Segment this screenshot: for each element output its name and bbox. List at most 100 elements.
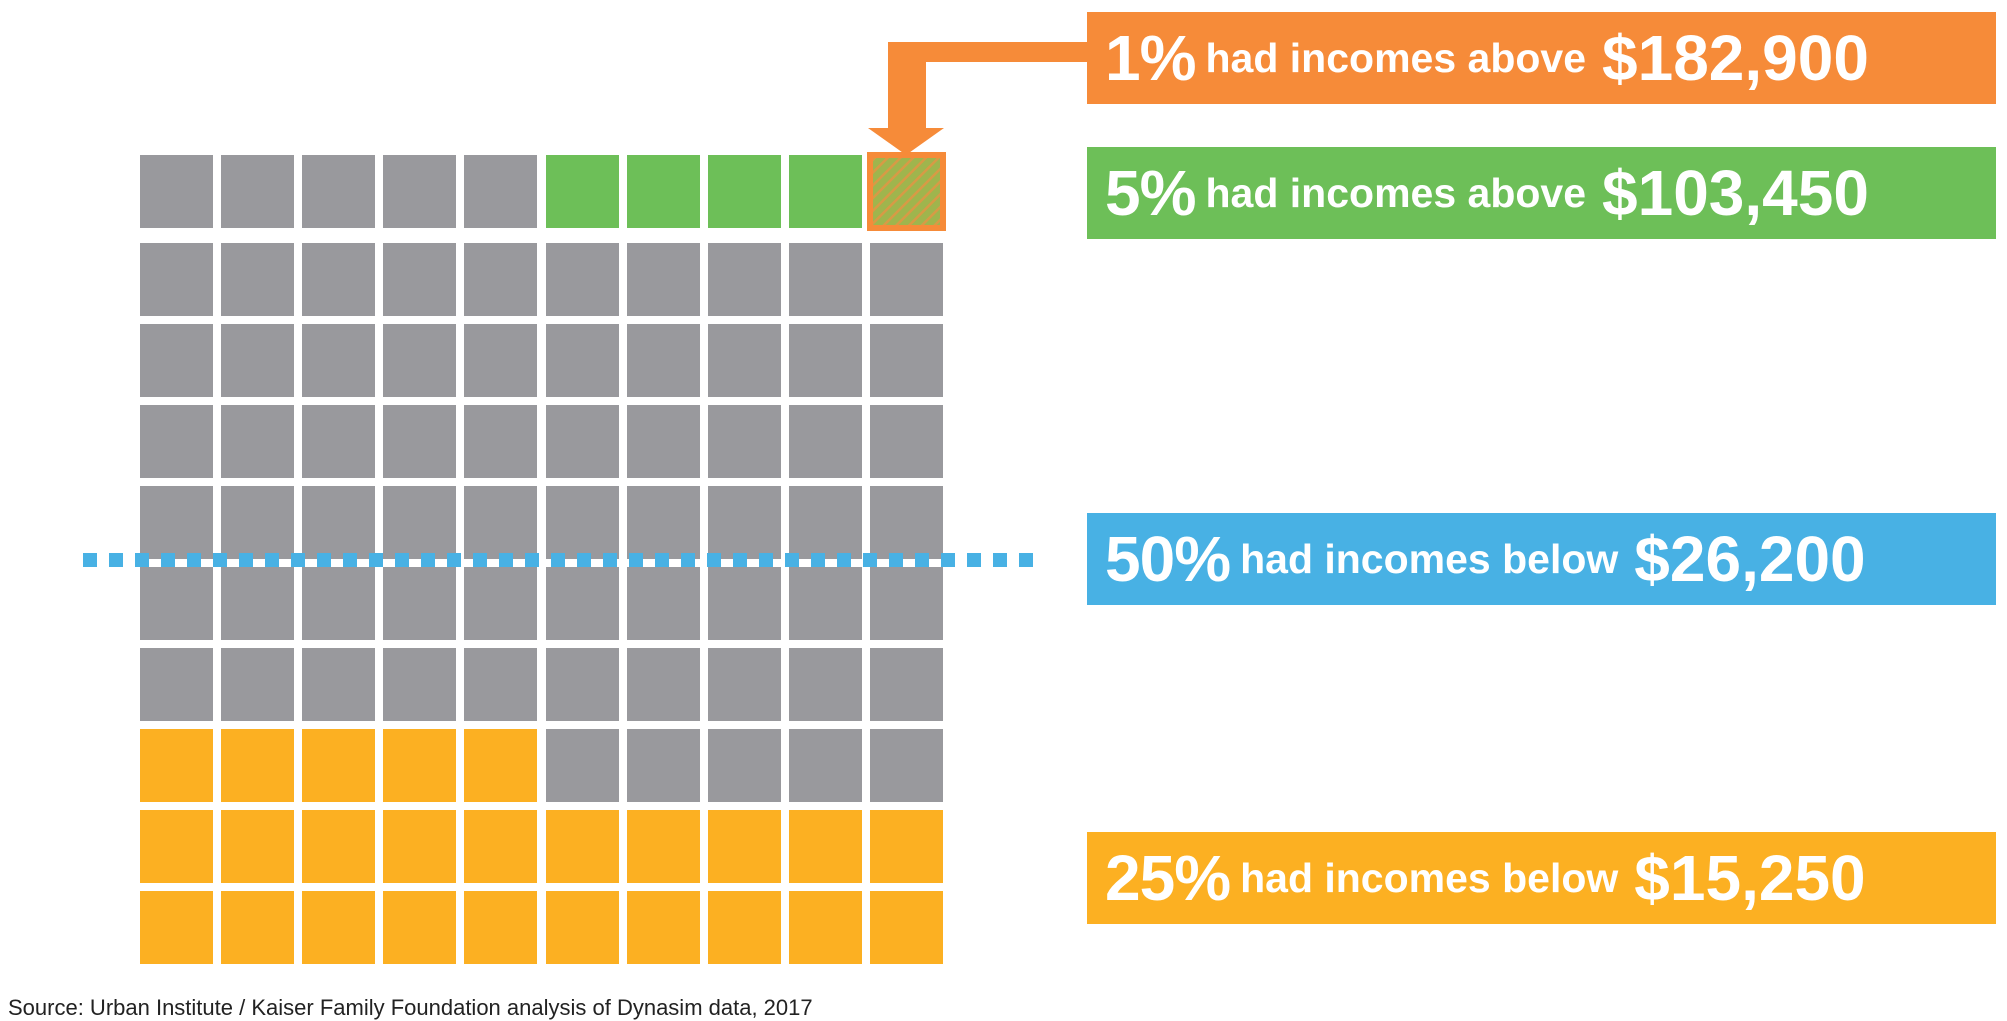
label-amount: $15,250	[1634, 842, 1866, 914]
median-line-dash	[187, 553, 201, 567]
waffle-cell	[383, 243, 456, 316]
waffle-cells	[140, 152, 946, 964]
source-note: Source: Urban Institute / Kaiser Family …	[8, 995, 813, 1020]
waffle-cell	[546, 405, 619, 478]
waffle-cell	[140, 810, 213, 883]
waffle-cell	[870, 729, 943, 802]
waffle-cell	[302, 810, 375, 883]
median-line-dash	[551, 553, 565, 567]
waffle-cell	[221, 810, 294, 883]
waffle-cell	[221, 324, 294, 397]
waffle-cell	[302, 486, 375, 559]
waffle-cell	[221, 155, 294, 228]
waffle-cell	[789, 405, 862, 478]
median-line-dash	[499, 553, 513, 567]
waffle-cell	[708, 405, 781, 478]
median-line-dash	[967, 553, 981, 567]
waffle-cell	[464, 486, 537, 559]
waffle-cell	[140, 729, 213, 802]
waffle-cell	[627, 567, 700, 640]
label-text: had incomes below	[1240, 854, 1619, 901]
median-line-dash	[915, 553, 929, 567]
waffle-cell	[464, 155, 537, 228]
waffle-cell	[221, 405, 294, 478]
waffle-cell	[546, 648, 619, 721]
waffle-cell	[140, 155, 213, 228]
waffle-cell	[383, 891, 456, 964]
waffle-cell	[302, 243, 375, 316]
waffle-cell	[302, 324, 375, 397]
median-line-dash	[265, 553, 279, 567]
label-amount: $182,900	[1602, 22, 1869, 94]
waffle-cell	[383, 810, 456, 883]
median-line-dash	[681, 553, 695, 567]
median-line	[83, 553, 1033, 567]
median-line-dash	[343, 553, 357, 567]
waffle-cell	[789, 729, 862, 802]
median-line-dash	[1019, 553, 1033, 567]
waffle-cell	[546, 324, 619, 397]
waffle-cell	[870, 810, 943, 883]
waffle-cell	[302, 405, 375, 478]
waffle-cell	[221, 729, 294, 802]
median-line-dash	[213, 553, 227, 567]
waffle-cell	[627, 891, 700, 964]
waffle-cell-top-1-percent	[867, 152, 946, 231]
waffle-cell	[870, 648, 943, 721]
waffle-cell	[546, 567, 619, 640]
median-line-dash	[603, 553, 617, 567]
waffle-cell	[789, 486, 862, 559]
waffle-cell	[383, 729, 456, 802]
waffle-cell	[464, 567, 537, 640]
waffle-cell	[708, 567, 781, 640]
waffle-cell	[302, 648, 375, 721]
waffle-cell	[140, 243, 213, 316]
waffle-cell	[140, 405, 213, 478]
label-amount: $103,450	[1602, 157, 1869, 229]
waffle-cell	[546, 810, 619, 883]
median-line-dash	[239, 553, 253, 567]
waffle-cell	[789, 648, 862, 721]
waffle-cell	[789, 891, 862, 964]
waffle-cell	[464, 891, 537, 964]
waffle-cell	[221, 567, 294, 640]
waffle-cell	[546, 243, 619, 316]
waffle-cell	[708, 155, 781, 228]
waffle-cell	[383, 567, 456, 640]
waffle-cell	[546, 891, 619, 964]
median-line-dash	[655, 553, 669, 567]
median-line-dash	[811, 553, 825, 567]
waffle-cell	[383, 405, 456, 478]
callout-arrow	[868, 42, 1087, 155]
median-line-dash	[837, 553, 851, 567]
waffle-cell	[870, 486, 943, 559]
median-line-dash	[785, 553, 799, 567]
waffle-cell	[221, 648, 294, 721]
label-top-1-percent: 1% had incomes above $182,900	[1087, 12, 1996, 104]
waffle-cell	[870, 243, 943, 316]
median-line-dash	[733, 553, 747, 567]
waffle-cell	[221, 486, 294, 559]
waffle-cell	[383, 648, 456, 721]
waffle-cell	[140, 567, 213, 640]
median-line-dash	[109, 553, 123, 567]
waffle-cell	[302, 567, 375, 640]
waffle-cell	[383, 155, 456, 228]
waffle-cell	[627, 324, 700, 397]
waffle-cell	[140, 891, 213, 964]
median-line-dash	[629, 553, 643, 567]
label-percent: 1%	[1105, 22, 1196, 94]
waffle-cell	[221, 891, 294, 964]
waffle-cell	[464, 324, 537, 397]
waffle-cell	[221, 243, 294, 316]
label-percent: 50%	[1105, 523, 1231, 595]
waffle-cell	[464, 810, 537, 883]
median-line-dash	[447, 553, 461, 567]
waffle-cell	[627, 810, 700, 883]
waffle-cell	[546, 155, 619, 228]
label-top-5-percent: 5% had incomes above $103,450	[1087, 147, 1996, 239]
waffle-cell	[789, 567, 862, 640]
median-line-dash	[395, 553, 409, 567]
waffle-cell	[870, 567, 943, 640]
